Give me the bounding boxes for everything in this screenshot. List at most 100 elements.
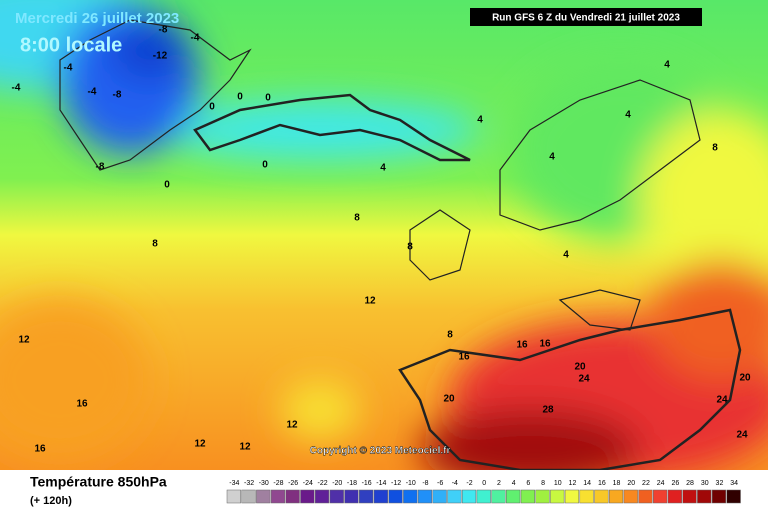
scale-swatch bbox=[579, 489, 594, 504]
scale-swatch bbox=[388, 489, 403, 504]
contour-label: 8 bbox=[354, 213, 360, 224]
contour-label: 4 bbox=[380, 163, 386, 174]
scale-label: 28 bbox=[686, 480, 694, 487]
scale-label: 2 bbox=[497, 480, 501, 487]
contour-label: 28 bbox=[542, 405, 554, 416]
scale-swatch bbox=[653, 489, 668, 504]
scale-label: 30 bbox=[701, 480, 709, 487]
run-info: Run GFS 6 Z du Vendredi 21 juillet 2023 bbox=[492, 13, 680, 24]
scale-swatch bbox=[623, 489, 638, 504]
scale-swatch bbox=[476, 489, 491, 504]
scale-label: 18 bbox=[613, 480, 621, 487]
scale-label: -30 bbox=[259, 480, 269, 487]
scale-swatch bbox=[373, 489, 388, 504]
scale-label: -14 bbox=[376, 480, 386, 487]
contour-label: 16 bbox=[458, 352, 470, 363]
scale-swatch bbox=[461, 489, 477, 504]
scale-label: -8 bbox=[422, 480, 428, 487]
scale-label: -34 bbox=[229, 480, 239, 487]
contour-label: 8 bbox=[712, 143, 718, 154]
scale-label: -6 bbox=[437, 480, 443, 487]
contour-label: 20 bbox=[574, 362, 586, 373]
scale-swatch bbox=[314, 489, 330, 504]
contour-label: 16 bbox=[516, 340, 528, 351]
scale-swatch bbox=[226, 489, 241, 504]
contour-label: -8 bbox=[113, 90, 122, 101]
scale-label: 24 bbox=[657, 480, 665, 487]
scale-label: 14 bbox=[583, 480, 591, 487]
scale-label: 8 bbox=[541, 480, 545, 487]
scale-swatch bbox=[535, 489, 550, 504]
contour-label: 0 bbox=[237, 92, 243, 103]
contour-label: -12 bbox=[153, 51, 168, 62]
contour-label: 4 bbox=[477, 115, 483, 126]
scale-swatch bbox=[506, 489, 521, 504]
lead-time: (+ 120h) bbox=[30, 495, 72, 507]
contour-label: 20 bbox=[739, 373, 751, 384]
contour-label: -4 bbox=[191, 33, 200, 44]
scale-swatch bbox=[329, 489, 344, 504]
scale-label: 12 bbox=[569, 480, 577, 487]
contour-label: 0 bbox=[262, 160, 268, 171]
contour-label: 12 bbox=[18, 335, 30, 346]
contour-label: 12 bbox=[364, 296, 376, 307]
contour-label: 8 bbox=[407, 242, 413, 253]
scale-label: -24 bbox=[303, 480, 313, 487]
legend-title: Température 850hPa bbox=[30, 474, 167, 490]
scale-label: -22 bbox=[317, 480, 327, 487]
contour-label: -4 bbox=[88, 87, 97, 98]
map: -8 -4 -12 -4 -4 -8 -4 -8 0 0 0 0 0 4 4 4 4 8 8 8 8 12 12 16 16 16… bbox=[0, 0, 768, 470]
scale-label: -4 bbox=[452, 480, 458, 487]
scale-swatch bbox=[520, 489, 535, 504]
scale-swatch bbox=[403, 489, 418, 504]
contour-label: 24 bbox=[578, 374, 590, 385]
scale-swatch bbox=[697, 489, 712, 504]
contour-label: 8 bbox=[447, 330, 453, 341]
scale-label: -18 bbox=[347, 480, 357, 487]
contour-label: 12 bbox=[194, 439, 206, 450]
contour-label: -4 bbox=[64, 63, 73, 74]
contour-label: 16 bbox=[539, 339, 551, 350]
scale-label: 4 bbox=[512, 480, 516, 487]
contour-label: 0 bbox=[209, 102, 215, 113]
scale-swatch bbox=[564, 489, 580, 504]
scale-label: -16 bbox=[362, 480, 372, 487]
scale-label: -32 bbox=[244, 480, 254, 487]
scale-swatch bbox=[417, 489, 433, 504]
scale-swatch bbox=[447, 489, 462, 504]
copyright: Copyright © 2023 Meteociel.fr bbox=[310, 446, 451, 457]
contour-label: 12 bbox=[286, 420, 298, 431]
scale-swatch bbox=[550, 489, 565, 504]
contour-label: -8 bbox=[96, 162, 105, 173]
contour-label: 0 bbox=[164, 180, 170, 191]
scale-label: -28 bbox=[273, 480, 283, 487]
scale-swatch bbox=[359, 489, 374, 504]
scale-label: 10 bbox=[554, 480, 562, 487]
scale-swatch bbox=[608, 489, 624, 504]
scale-swatch bbox=[594, 489, 609, 504]
contour-label: 24 bbox=[716, 395, 728, 406]
scale-label: 32 bbox=[716, 480, 724, 487]
scale-label: 16 bbox=[598, 480, 606, 487]
scale-swatch bbox=[726, 489, 741, 504]
scale-label: -2 bbox=[466, 480, 472, 487]
local-time: 8:00 locale bbox=[20, 34, 122, 56]
contour-label: 4 bbox=[625, 110, 631, 121]
scale-swatch bbox=[256, 489, 271, 504]
scale-swatch bbox=[491, 489, 506, 504]
contour-label: 20 bbox=[443, 394, 455, 405]
scale-swatch bbox=[344, 489, 359, 504]
scale-label: -20 bbox=[332, 480, 342, 487]
scale-label: 20 bbox=[627, 480, 635, 487]
date: Mercredi 26 juillet 2023 bbox=[15, 10, 179, 27]
scale-swatch bbox=[300, 489, 315, 504]
coastlines bbox=[59, 19, 742, 470]
contour-label: 12 bbox=[239, 442, 251, 453]
scale-label: 6 bbox=[526, 480, 530, 487]
contour-label: 16 bbox=[34, 444, 46, 455]
scale-swatch bbox=[241, 489, 256, 504]
contour-label: 0 bbox=[265, 93, 271, 104]
scale-label: 34 bbox=[730, 480, 738, 487]
scale-label: 22 bbox=[642, 480, 650, 487]
